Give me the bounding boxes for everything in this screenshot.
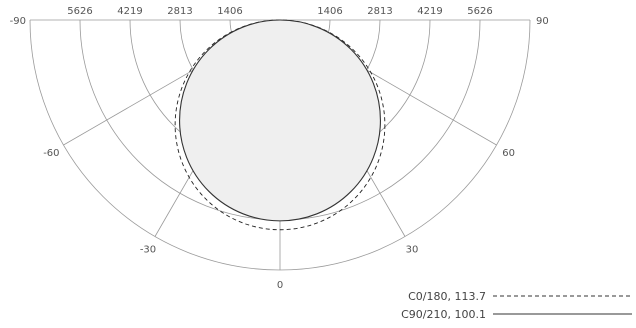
angle-tick-label: 0 (277, 280, 283, 291)
angle-tick-label: 60 (502, 148, 515, 159)
angle-tick-label: -30 (140, 245, 156, 256)
radial-tick-label: 4219 (117, 6, 142, 17)
radial-tick-label: 4219 (417, 6, 442, 17)
radial-tick-label: 1406 (317, 6, 342, 17)
legend-label: C0/180, 113.7 (408, 290, 486, 303)
radial-tick-label: 2813 (367, 6, 392, 17)
curve-layer (174, 19, 386, 231)
radial-tick-label: 1406 (217, 6, 242, 17)
radial-tick-label: 5626 (67, 6, 92, 17)
angle-tick-label: -60 (43, 148, 59, 159)
legend-label: C90/210, 100.1 (401, 308, 486, 321)
legend: C0/180, 113.7 C90/210, 100.1 (401, 290, 632, 321)
label-layer: 1406 1406 2813 2813 4219 4219 5626 5626 -90 -60 -3… (10, 6, 549, 291)
angle-tick-label: 90 (536, 16, 549, 27)
angle-tick-label: -90 (10, 16, 26, 27)
series-curve-1 (179, 19, 381, 222)
radial-tick-label: 2813 (167, 6, 192, 17)
angle-tick-label: 30 (406, 245, 419, 256)
radial-tick-label: 5626 (467, 6, 492, 17)
